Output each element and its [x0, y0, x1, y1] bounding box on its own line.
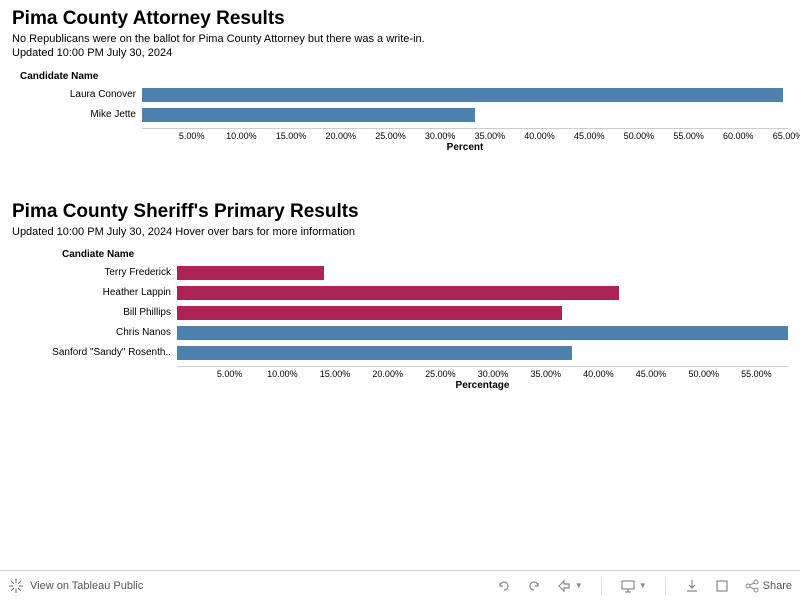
chart2-x-axis: 5.00% 10.00% 15.00% 20.00% 25.00% 30.00% 35.00… [12, 366, 788, 380]
bar-row[interactable]: Terry Frederick [12, 264, 788, 282]
chart2-title: Pima County Sheriff's Primary Results [12, 201, 788, 223]
x-tick-label: 45.00% [636, 369, 667, 379]
bar-fill [142, 108, 475, 122]
bar-label: Mike Jette [12, 109, 142, 120]
bar-track [177, 326, 788, 340]
redo-icon[interactable] [526, 578, 542, 594]
x-tick-label: 45.00% [574, 131, 605, 141]
x-tick-label: 10.00% [226, 131, 257, 141]
attorney-results-section: Pima County Attorney Results No Republic… [0, 0, 800, 153]
bar-track [177, 306, 788, 320]
bar-row[interactable]: Laura Conover [12, 86, 788, 104]
x-tick-label: 50.00% [688, 369, 719, 379]
x-tick-label: 15.00% [276, 131, 307, 141]
x-tick-label: 35.00% [530, 369, 561, 379]
bar-fill [142, 88, 783, 102]
view-on-tableau-link[interactable]: View on Tableau Public [30, 580, 143, 592]
bar-label: Heather Lappin [12, 287, 177, 298]
share-button[interactable]: Share [744, 578, 792, 594]
x-tick-label: 50.00% [624, 131, 655, 141]
bar-label: Bill Phillips [12, 307, 177, 318]
bar-track [177, 346, 788, 360]
bar-row[interactable]: Chris Nanos [12, 324, 788, 342]
chart1-y-axis-title: Candidate Name [20, 71, 788, 82]
bar-row[interactable]: Bill Phillips [12, 304, 788, 322]
undo-icon[interactable] [496, 578, 512, 594]
fullscreen-icon[interactable] [714, 578, 730, 594]
chevron-down-icon: ▼ [639, 581, 647, 590]
x-tick-label: 30.00% [425, 131, 456, 141]
bar-row[interactable]: Mike Jette [12, 106, 788, 124]
x-tick-label: 5.00% [179, 131, 205, 141]
reset-button[interactable]: ▼ [556, 578, 583, 594]
chart1-x-ticks: 5.00% 10.00% 15.00% 20.00% 25.00% 30.00% 35.00… [142, 128, 788, 142]
bar-fill [177, 346, 572, 360]
chart2-area: Candiate Name Terry Frederick Heather Lap… [12, 249, 788, 391]
presentation-button[interactable]: ▼ [620, 578, 647, 594]
chart1-area: Candidate Name Laura Conover Mike Jette 5… [12, 71, 788, 153]
x-tick-label: 55.00% [673, 131, 704, 141]
chart1-subtitle: No Republicans were on the ballot for Pi… [12, 32, 788, 61]
chart2-x-ticks: 5.00% 10.00% 15.00% 20.00% 25.00% 30.00% 35.00… [177, 366, 788, 380]
bar-row[interactable]: Heather Lappin [12, 284, 788, 302]
chart2-x-axis-title: Percentage [177, 380, 788, 391]
chart2-subtitle: Updated 10:00 PM July 30, 2024 Hover ove… [12, 225, 788, 239]
x-tick-label: 20.00% [372, 369, 403, 379]
bar-track [142, 88, 788, 102]
x-tick-label: 40.00% [524, 131, 555, 141]
chart1-x-axis: 5.00% 10.00% 15.00% 20.00% 25.00% 30.00% 35.00… [12, 128, 788, 142]
presentation-icon [620, 578, 636, 594]
x-tick-label: 15.00% [320, 369, 351, 379]
bar-track [177, 266, 788, 280]
reset-icon [556, 578, 572, 594]
bar-fill [177, 306, 562, 320]
bar-fill [177, 266, 324, 280]
chevron-down-icon: ▼ [575, 581, 583, 590]
x-tick-label: 5.00% [217, 369, 243, 379]
bar-track [142, 108, 788, 122]
bar-label: Laura Conover [12, 89, 142, 100]
share-icon [744, 578, 760, 594]
tableau-toolbar: View on Tableau Public ▼ ▼ [0, 570, 800, 600]
x-tick-label: 60.00% [723, 131, 754, 141]
x-tick-label: 25.00% [375, 131, 406, 141]
chart1-bars: Laura Conover Mike Jette [12, 86, 788, 126]
download-icon[interactable] [684, 578, 700, 594]
bar-fill [177, 326, 788, 340]
x-tick-label: 30.00% [478, 369, 509, 379]
chart1-x-axis-title: Percent [142, 142, 788, 153]
x-tick-label: 35.00% [475, 131, 506, 141]
x-tick-label: 10.00% [267, 369, 298, 379]
bar-fill [177, 286, 619, 300]
chart2-bars: Terry Frederick Heather Lappin Bill Philli… [12, 264, 788, 364]
x-tick-label: 65.00% [773, 131, 800, 141]
chart1-subtitle-line2: Updated 10:00 PM July 30, 2024 [12, 47, 172, 59]
x-tick-label: 20.00% [326, 131, 357, 141]
x-tick-label: 40.00% [583, 369, 614, 379]
bar-row[interactable]: Sanford "Sandy" Rosenth.. [12, 344, 788, 362]
bar-track [177, 286, 788, 300]
chart2-y-axis-title: Candiate Name [62, 249, 788, 260]
x-tick-label: 55.00% [741, 369, 772, 379]
tableau-logo-icon [8, 578, 24, 594]
sheriff-results-section: Pima County Sheriff's Primary Results Up… [0, 193, 800, 391]
chart1-subtitle-line1: No Republicans were on the ballot for Pi… [12, 33, 425, 45]
x-tick-label: 25.00% [425, 369, 456, 379]
bar-label: Chris Nanos [12, 327, 177, 338]
chart1-title: Pima County Attorney Results [12, 8, 788, 30]
bar-label: Sanford "Sandy" Rosenth.. [12, 347, 177, 358]
bar-label: Terry Frederick [12, 267, 177, 278]
share-label: Share [763, 580, 792, 592]
